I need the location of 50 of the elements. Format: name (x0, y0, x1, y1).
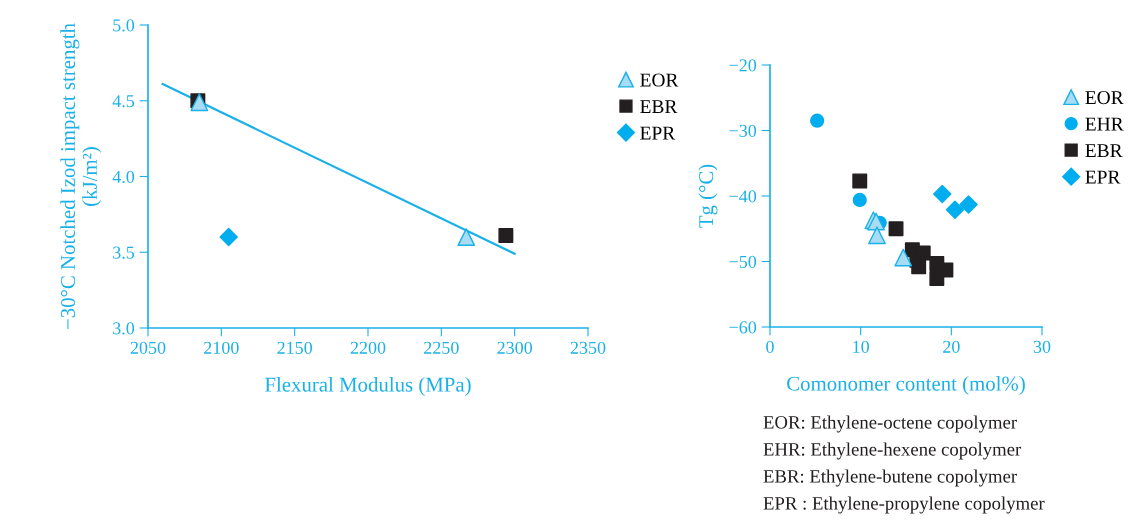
x-tick-label: 10 (853, 340, 870, 353)
y-axis-title: −30°C Notched Izod impact strength (kJ/m²) (60, 23, 102, 329)
y-tick-label: −50 (729, 255, 757, 268)
point (959, 195, 978, 214)
point (933, 184, 952, 204)
x-tick-label: 2250 (424, 341, 459, 354)
point (498, 228, 514, 244)
point (911, 259, 927, 275)
legend-label: EOR (1085, 91, 1124, 105)
text: EPR : Ethylene-propylene copolymer (763, 496, 1045, 514)
x-tick-label: 0 (766, 340, 774, 353)
x-tick-label: 30 (1033, 340, 1051, 353)
legend-label: EPR (640, 126, 676, 140)
y-tick-label: −30 (729, 124, 757, 137)
x-tick-label: 2200 (350, 341, 386, 354)
y-tick-label: 4.0 (112, 170, 135, 184)
text: EOR: Ethylene-octene copolymer (763, 415, 1017, 433)
y-tick-label: 3.0 (113, 322, 135, 335)
point (219, 227, 238, 247)
y-tick-label: −20 (729, 59, 757, 72)
x-tick-label: 2150 (277, 341, 313, 354)
x-axis-title: Flexural Modulus (MPa) (265, 377, 471, 396)
text: EHR: Ethylene-hexene copolymer (763, 442, 1022, 460)
x-tick-label: 20 (943, 340, 960, 353)
point (929, 271, 945, 286)
y-tick-label: 3.5 (113, 246, 135, 259)
legend-label: EPR (1085, 170, 1121, 184)
point (852, 173, 868, 189)
legend-label: EBR (640, 100, 678, 113)
x-tick-label: 2050 (130, 341, 166, 354)
point (888, 221, 904, 237)
point (852, 192, 867, 208)
y-tick-label: −40 (729, 190, 757, 203)
y-tick-label: 5.0 (113, 19, 135, 32)
point (894, 248, 913, 267)
x-tick-label: 2350 (570, 341, 606, 354)
legend-label: EHR (1085, 117, 1124, 131)
y-tick-label: −60 (729, 321, 757, 334)
x-tick-label: 2100 (204, 341, 239, 354)
point (868, 226, 886, 245)
text: EBR: Ethylene-butene copolymer (763, 469, 1017, 487)
legend-label: EBR (1085, 144, 1123, 158)
point (810, 113, 825, 128)
y-tick-label: 4.5 (112, 95, 135, 108)
point (945, 200, 965, 219)
x-tick-label: 2300 (497, 341, 533, 354)
x-axis-title: Comonomer content (mol%) (787, 376, 1025, 395)
point (457, 228, 476, 247)
y-axis-title: Tg (°C) (698, 164, 718, 228)
legend-label: EOR (640, 73, 679, 87)
